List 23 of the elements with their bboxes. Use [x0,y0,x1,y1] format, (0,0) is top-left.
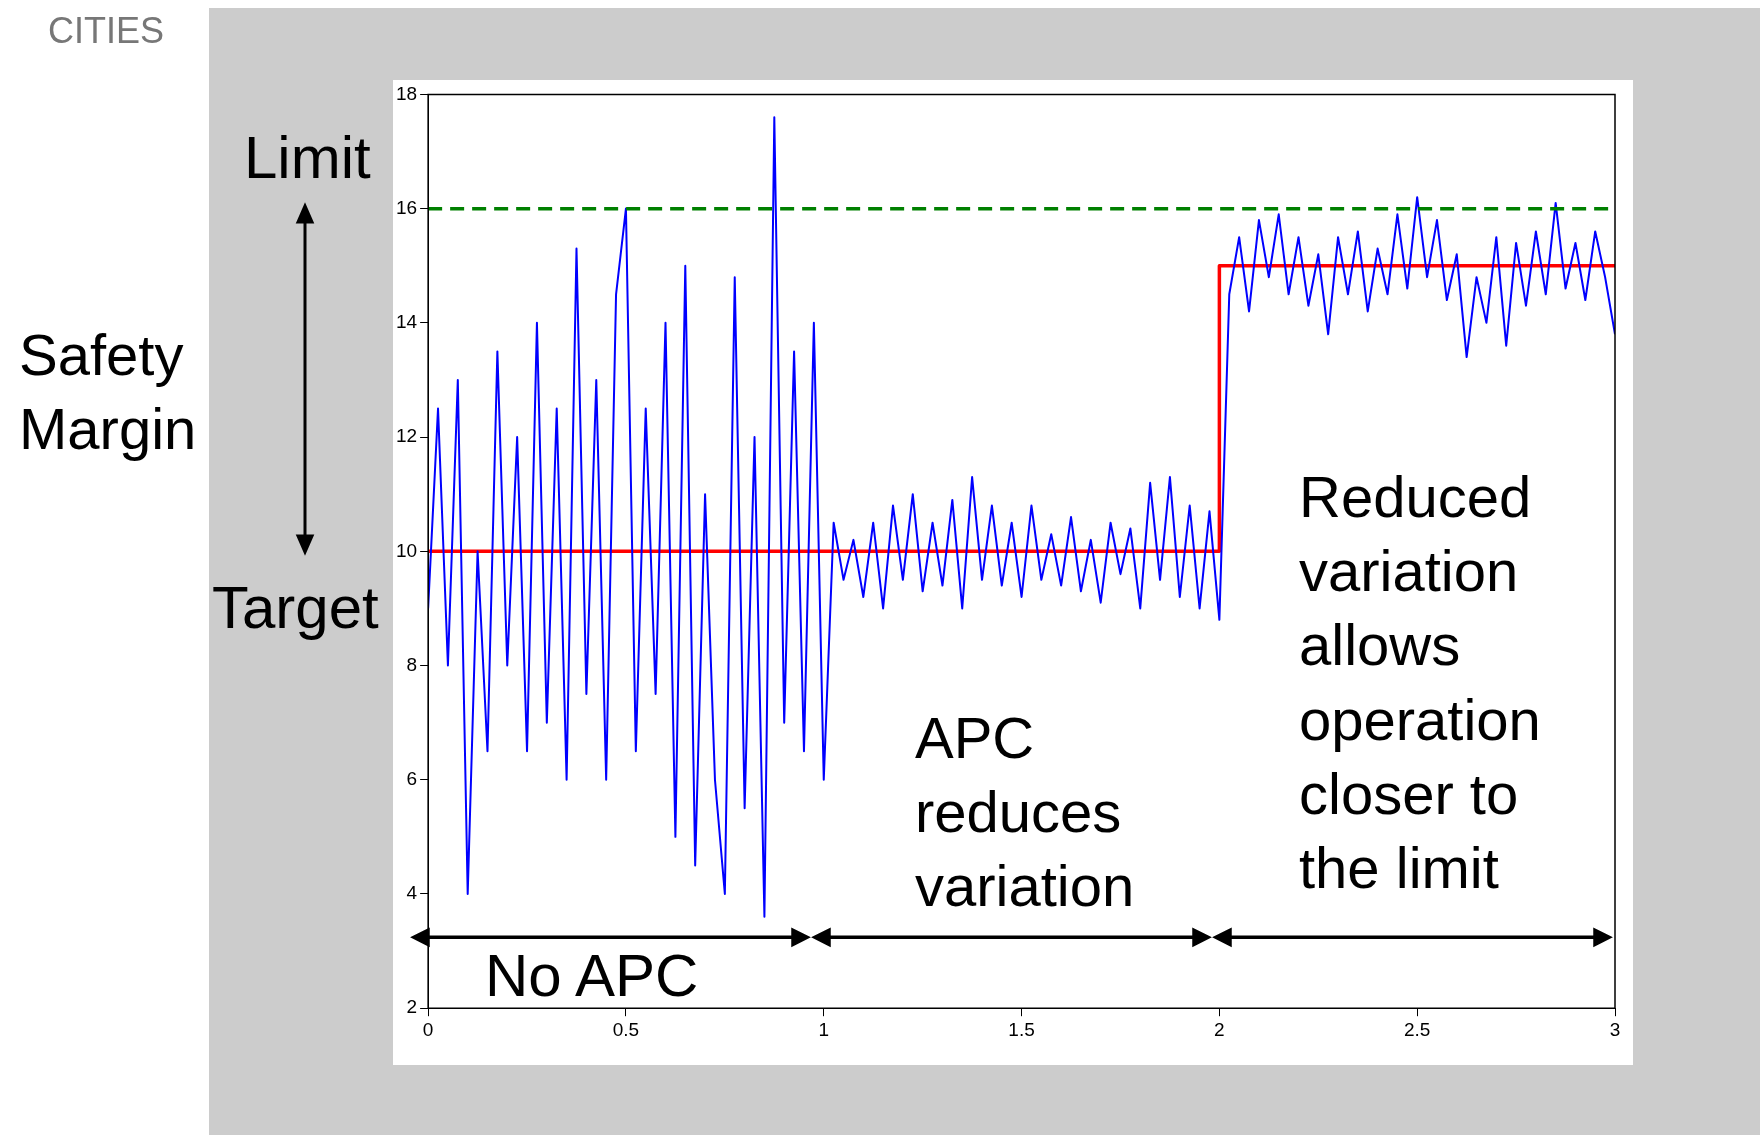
x-tick-label: 1 [818,1018,830,1040]
x-tick-label: 0 [422,1018,434,1040]
y-tick-label: 10 [395,539,418,561]
text: Limit [244,123,371,193]
y-tick-label: 16 [395,196,418,218]
x-tick-label: 2.5 [1403,1018,1431,1040]
y-tick-label: 4 [406,882,418,904]
annotation: Reduced variation allows operation closer to the limit [1299,463,1541,903]
annotation: APC reduces variation [915,704,1135,921]
y-tick-label: 18 [395,82,418,104]
y-tick-label: 2 [406,996,418,1018]
text: Target [212,573,379,643]
text: CITIES [48,9,165,53]
x-tick-label: 2 [1214,1018,1225,1040]
y-tick-label: 8 [406,653,418,675]
y-tick-label: 12 [395,425,418,447]
x-tick-label: 1.5 [1008,1018,1035,1040]
x-tick-label: 0.5 [612,1018,640,1040]
y-tick-label: 14 [395,311,418,333]
text: Safety Margin [19,321,197,464]
x-tick-label: 3 [1609,1018,1621,1040]
annotation: No APC [485,941,699,1011]
y-tick-label: 6 [406,767,418,789]
